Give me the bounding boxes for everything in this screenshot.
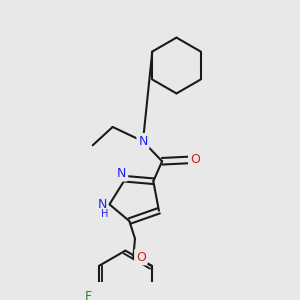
Text: O: O xyxy=(136,250,146,263)
Text: H: H xyxy=(101,209,108,219)
Text: N: N xyxy=(97,198,106,211)
Text: N: N xyxy=(117,167,126,180)
Text: N: N xyxy=(138,135,148,148)
Text: O: O xyxy=(190,153,200,166)
Text: F: F xyxy=(84,290,92,300)
